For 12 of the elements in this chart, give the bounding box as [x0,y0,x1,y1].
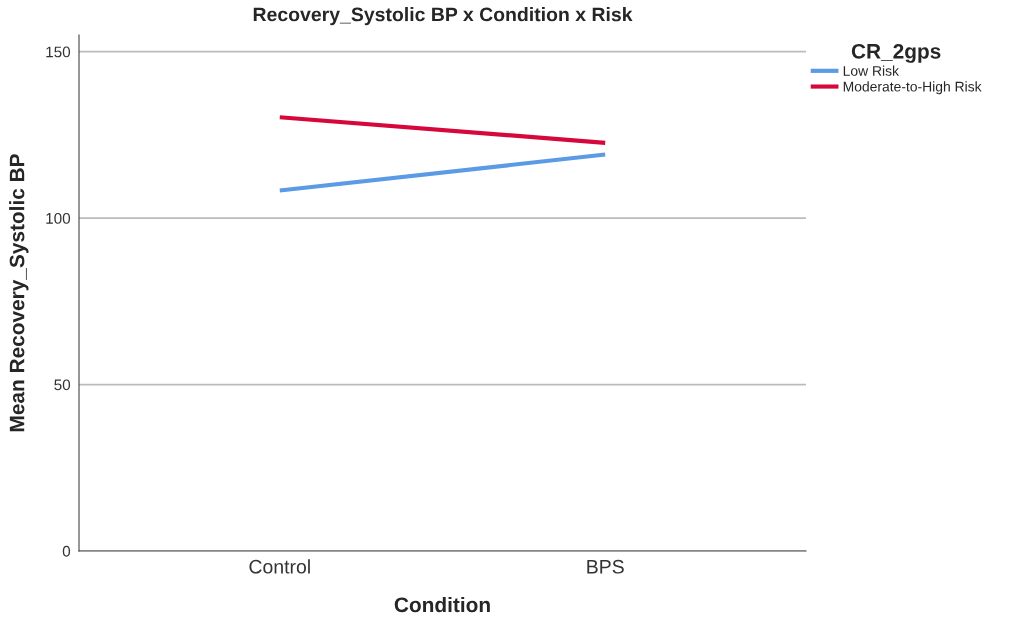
y-axis-title: Mean Recovery_Systolic BP [9,154,29,432]
x-axis-title: Condition [394,596,490,613]
legend-label: Low Risk [843,65,899,76]
legend-title: CR_2gps [851,43,941,63]
x-tick-label: Control [249,559,310,574]
y-tick-label: 50 [54,379,71,391]
y-tick-label: 100 [46,212,71,224]
x-tick-label: BPS [587,559,624,574]
y-tick-label: 150 [46,46,71,58]
legend-label: Moderate-to-High Risk [843,81,982,95]
y-tick-label: 0 [62,545,71,557]
chart-title: Recovery_Systolic BP x Condition x Risk [253,7,633,26]
